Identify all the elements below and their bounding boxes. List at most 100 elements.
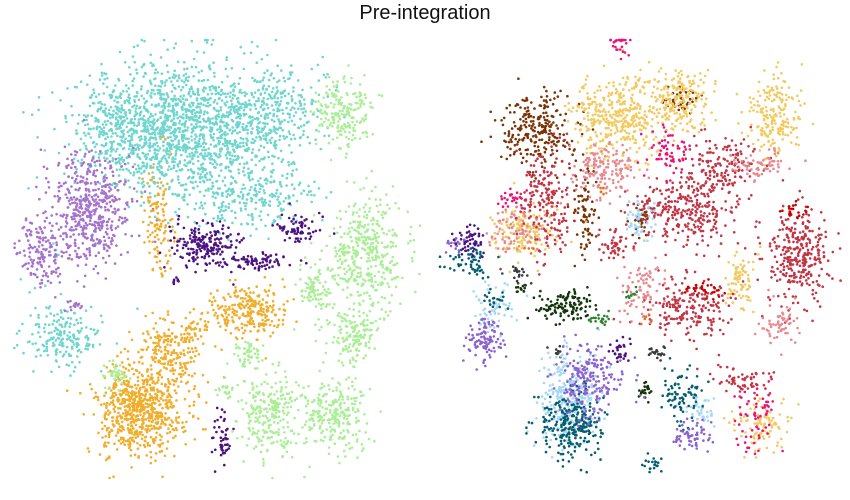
scatter-point [291, 230, 295, 233]
scatter-point [262, 257, 266, 261]
scatter-point [59, 99, 62, 102]
scatter-point [146, 330, 149, 333]
scatter-point [246, 193, 250, 196]
scatter-point [206, 104, 210, 108]
scatter-point [143, 71, 147, 75]
scatter-point [212, 86, 215, 90]
scatter-point [163, 84, 167, 87]
scatter-point [323, 134, 326, 138]
scatter-point [266, 150, 270, 154]
scatter-point [148, 444, 152, 447]
scatter-point [88, 222, 91, 226]
scatter-point [233, 155, 237, 158]
scatter-point [217, 156, 220, 159]
scatter-point [260, 103, 264, 107]
scatter-point [295, 199, 299, 203]
scatter-point [219, 261, 222, 264]
scatter-point [253, 266, 257, 270]
scatter-point [158, 390, 161, 393]
scatter-point [291, 169, 295, 172]
scatter-point [232, 109, 236, 112]
scatter-point [142, 97, 146, 100]
scatter-point [308, 141, 312, 145]
scatter-point [173, 335, 177, 339]
scatter-point [85, 214, 89, 218]
scatter-point [105, 132, 108, 135]
scatter-point [91, 141, 95, 145]
scatter-point [131, 152, 134, 156]
scatter-point [81, 226, 85, 230]
scatter-point [290, 228, 294, 231]
scatter-point [167, 156, 171, 159]
scatter-point [38, 260, 42, 264]
scatter-point [50, 331, 53, 334]
scatter-point [107, 108, 111, 112]
scatter-point [352, 129, 356, 132]
scatter-point [351, 138, 354, 142]
scatter-point [208, 103, 212, 107]
scatter-point [182, 103, 186, 107]
scatter-point [86, 167, 90, 171]
scatter-point [262, 322, 266, 325]
scatter-point [173, 369, 177, 372]
scatter-point [163, 339, 166, 343]
scatter-point [293, 162, 296, 166]
scatter-point [143, 405, 146, 409]
scatter-point [157, 399, 161, 403]
scatter-point [217, 206, 221, 209]
scatter-point [270, 310, 274, 314]
scatter-point [276, 198, 279, 201]
scatter-point [164, 402, 168, 406]
scatter-point [70, 345, 74, 349]
scatter-point [156, 192, 160, 195]
scatter-point [162, 210, 165, 213]
scatter-point [174, 157, 177, 161]
scatter-point [129, 171, 132, 175]
scatter-point [86, 83, 89, 86]
scatter-point [303, 103, 306, 106]
scatter-point [266, 97, 270, 101]
scatter-point [133, 124, 136, 127]
scatter-point [184, 72, 188, 76]
scatter-point [314, 91, 318, 94]
scatter-point [310, 67, 314, 71]
scatter-point [201, 142, 205, 145]
scatter-point [57, 186, 60, 189]
scatter-point [110, 429, 114, 433]
scatter-point [37, 262, 40, 265]
scatter-point [136, 307, 139, 311]
scatter-point [196, 155, 200, 158]
scatter-point [112, 407, 116, 411]
scatter-point [299, 259, 303, 262]
scatter-point [296, 79, 300, 82]
scatter-point [257, 122, 260, 125]
scatter-point [285, 135, 289, 139]
scatter-point [49, 312, 52, 315]
scatter-point [80, 327, 84, 330]
scatter-point [127, 66, 131, 69]
scatter-point [287, 92, 290, 96]
scatter-point [203, 244, 206, 247]
scatter-point [131, 132, 134, 136]
scatter-point [253, 303, 256, 306]
scatter-point [221, 179, 225, 183]
scatter-point [217, 97, 221, 101]
scatter-point [213, 426, 216, 429]
scatter-point [93, 332, 97, 336]
scatter-point [249, 120, 252, 123]
scatter-point [91, 189, 95, 192]
scatter-point [227, 447, 230, 450]
scatter-point [343, 105, 346, 109]
scatter-point [185, 188, 188, 192]
scatter-point [169, 267, 172, 270]
scatter-point [111, 391, 115, 395]
scatter-point [131, 408, 134, 412]
scatter-point [188, 160, 191, 163]
scatter-point [151, 176, 154, 179]
scatter-point [248, 188, 252, 192]
scatter-point [88, 251, 91, 254]
scatter-point [261, 168, 265, 171]
scatter-point [271, 331, 275, 335]
scatter-point [185, 420, 188, 424]
scatter-point [164, 113, 167, 116]
